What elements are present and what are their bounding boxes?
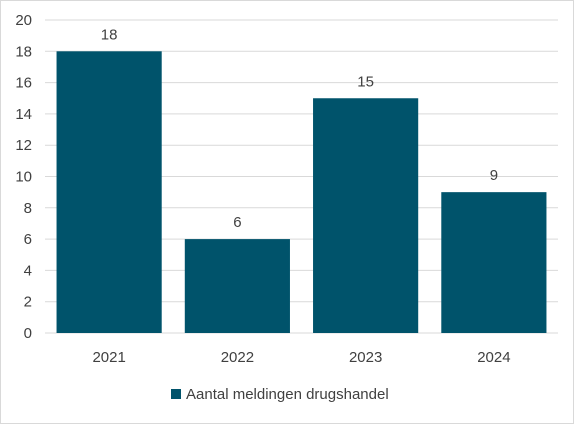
y-tick-label: 18 <box>15 43 32 60</box>
data-labels: 18 6 15 9 <box>101 26 498 231</box>
y-tick-label: 16 <box>15 75 32 92</box>
y-tick-label: 2 <box>24 294 32 311</box>
x-tick-label: 2022 <box>221 349 254 366</box>
y-tick-label: 6 <box>24 231 32 248</box>
legend: Aantal meldingen drugshandel <box>171 386 389 403</box>
data-label-2023: 15 <box>357 73 374 90</box>
y-axis-ticks: 0 2 4 6 8 10 12 14 16 18 20 <box>15 12 32 342</box>
y-tick-label: 4 <box>24 262 32 279</box>
legend-label: Aantal meldingen drugshandel <box>186 386 389 403</box>
y-tick-label: 0 <box>24 325 32 342</box>
x-tick-label: 2023 <box>349 349 382 366</box>
data-label-2024: 9 <box>490 167 498 184</box>
y-tick-label: 14 <box>15 106 32 123</box>
x-tick-label: 2021 <box>92 349 125 366</box>
y-tick-label: 8 <box>24 200 32 217</box>
x-tick-label: 2024 <box>477 349 510 366</box>
y-tick-label: 10 <box>15 169 32 186</box>
y-tick-label: 12 <box>15 137 32 154</box>
bar-2022 <box>184 239 290 333</box>
bars <box>56 51 547 334</box>
data-label-2021: 18 <box>101 26 118 43</box>
legend-swatch <box>171 389 181 399</box>
bar-2023 <box>313 98 419 333</box>
data-label-2022: 6 <box>233 214 241 231</box>
x-axis-ticks: 2021 2022 2023 2024 <box>92 349 510 366</box>
bar-2024 <box>441 192 547 333</box>
bar-2021 <box>56 51 162 334</box>
y-tick-label: 20 <box>15 12 32 29</box>
